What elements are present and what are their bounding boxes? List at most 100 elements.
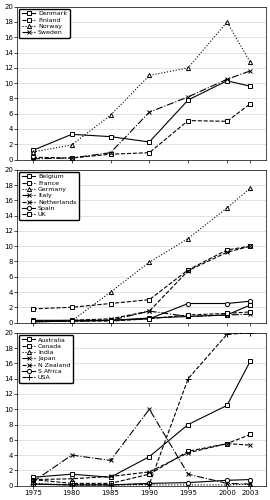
Spain: [225, 300, 229, 306]
UK: [249, 309, 252, 315]
Norway: [187, 65, 190, 71]
France: [109, 300, 112, 306]
Denmark: [70, 132, 73, 138]
India: [109, 482, 112, 488]
France: [249, 243, 252, 249]
S Africa: [31, 481, 35, 487]
Canada: [148, 471, 151, 477]
Spain: [187, 300, 190, 306]
USA: [225, 332, 229, 338]
Line: India: India: [31, 482, 252, 487]
Sweden: [225, 76, 229, 82]
Australia: [249, 358, 252, 364]
Australia: [225, 402, 229, 408]
Denmark: [31, 148, 35, 154]
Line: Finland: Finland: [31, 102, 252, 160]
USA: [187, 376, 190, 382]
Japan: [31, 479, 35, 485]
Belgium: [70, 318, 73, 324]
Line: Canada: Canada: [31, 432, 252, 486]
Line: France: France: [31, 244, 252, 311]
Line: UK: UK: [31, 310, 252, 323]
Germany: [225, 205, 229, 211]
Germany: [187, 236, 190, 242]
Italy: [31, 318, 35, 324]
Finland: [249, 101, 252, 107]
India: [31, 480, 35, 486]
N Zealand: [148, 469, 151, 475]
India: [249, 481, 252, 487]
Netherlands: [109, 316, 112, 322]
France: [70, 304, 73, 310]
Italy: [109, 318, 112, 324]
N Zealand: [70, 476, 73, 482]
Finland: [187, 118, 190, 124]
Belgium: [148, 315, 151, 321]
N Zealand: [187, 450, 190, 456]
Australia: [148, 454, 151, 460]
Sweden: [70, 155, 73, 161]
Legend: Belgium, France, Germany, Italy, Netherlands, Spain, UK: Belgium, France, Germany, Italy, Netherl…: [19, 172, 79, 220]
Australia: [31, 474, 35, 480]
France: [148, 296, 151, 302]
Japan: [70, 452, 73, 458]
Netherlands: [70, 318, 73, 324]
Line: N Zealand: N Zealand: [31, 442, 252, 482]
Belgium: [109, 318, 112, 324]
Canada: [109, 480, 112, 486]
Denmark: [148, 139, 151, 145]
Line: USA: USA: [30, 330, 253, 488]
Netherlands: [31, 318, 35, 324]
Italy: [70, 318, 73, 324]
Norway: [70, 142, 73, 148]
India: [225, 482, 229, 488]
Japan: [225, 480, 229, 486]
India: [148, 482, 151, 488]
N Zealand: [249, 442, 252, 448]
Belgium: [31, 318, 35, 324]
Legend: Australia, Canada, India, Japan, N Zealand, S Africa, USA: Australia, Canada, India, Japan, N Zeala…: [19, 334, 73, 383]
USA: [148, 481, 151, 487]
Finland: [225, 118, 229, 124]
Finland: [31, 154, 35, 160]
S Africa: [249, 476, 252, 482]
S Africa: [70, 482, 73, 488]
USA: [31, 481, 35, 487]
UK: [225, 310, 229, 316]
UK: [187, 312, 190, 318]
France: [187, 267, 190, 273]
Line: Japan: Japan: [31, 407, 252, 486]
Norway: [249, 60, 252, 66]
S Africa: [109, 482, 112, 488]
Spain: [70, 318, 73, 324]
Line: Belgium: Belgium: [31, 303, 252, 322]
S Africa: [225, 478, 229, 484]
India: [70, 482, 73, 488]
Australia: [109, 474, 112, 480]
USA: [249, 330, 252, 336]
Line: Netherlands: Netherlands: [31, 244, 252, 323]
Legend: Denmark, Finland, Norway, Sweden: Denmark, Finland, Norway, Sweden: [19, 8, 70, 38]
UK: [31, 318, 35, 324]
Canada: [225, 440, 229, 446]
Netherlands: [187, 268, 190, 274]
Canada: [249, 432, 252, 438]
Japan: [148, 406, 151, 412]
Line: S Africa: S Africa: [31, 478, 252, 487]
Sweden: [109, 150, 112, 156]
Line: Italy: Italy: [31, 309, 252, 323]
Spain: [31, 319, 35, 325]
Netherlands: [249, 243, 252, 249]
Japan: [249, 481, 252, 487]
UK: [148, 316, 151, 322]
Denmark: [187, 97, 190, 103]
Sweden: [249, 68, 252, 74]
Australia: [187, 422, 190, 428]
Italy: [187, 314, 190, 320]
Norway: [109, 112, 112, 118]
Line: Germany: Germany: [31, 186, 252, 324]
Netherlands: [225, 250, 229, 256]
Spain: [109, 318, 112, 324]
Denmark: [225, 78, 229, 84]
Italy: [225, 312, 229, 318]
